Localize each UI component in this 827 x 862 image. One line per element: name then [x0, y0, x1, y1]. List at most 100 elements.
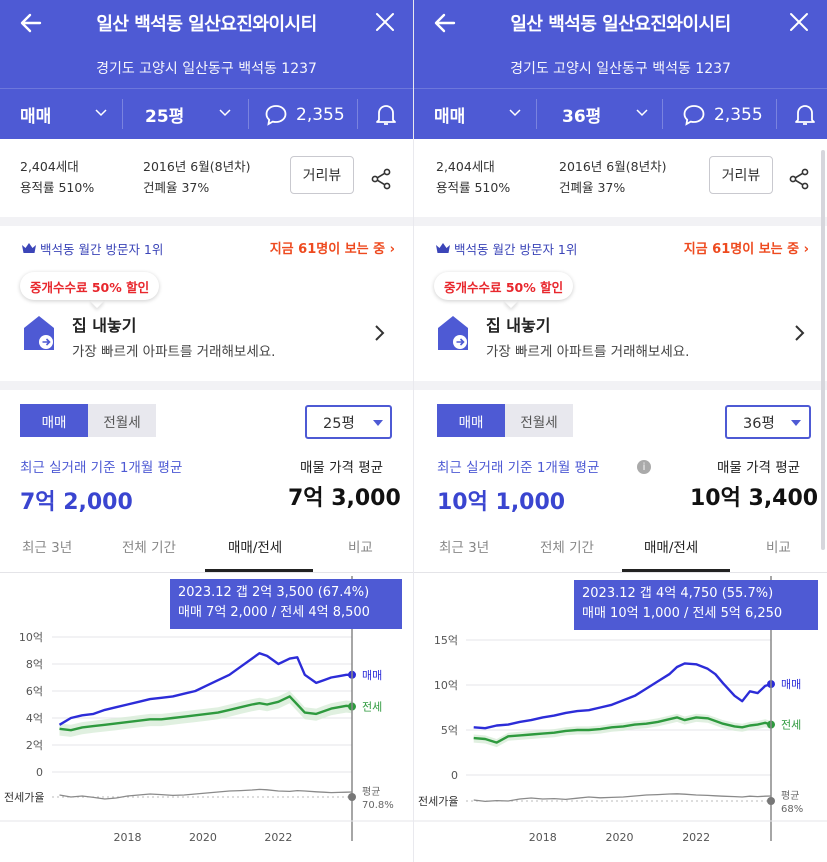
street-view-button[interactable]: 거리뷰: [709, 156, 773, 194]
avg-deal-label: 최근 실거래 기준 1개월 평균: [20, 460, 183, 476]
y-tick-label: 4억: [26, 712, 43, 725]
sell-home-card[interactable]: [0, 286, 413, 381]
header: 일산 백석동 일산요진와이시티 경기도 고양시 일산동구 백석동 1237 매매…: [0, 0, 413, 139]
ratio-average-value: 70.8%: [362, 800, 394, 811]
tab-compare[interactable]: 비교: [766, 540, 791, 556]
series-label: 매매: [781, 678, 801, 691]
speech-bubble-icon: [265, 104, 287, 126]
comments-count: 2,355: [296, 104, 345, 125]
built-date: 2016년 6월(8년차): [143, 159, 251, 174]
active-tab-indicator: [622, 569, 730, 572]
live-viewers-text: 지금 61명이 보는 중 ›: [269, 242, 395, 257]
tab-sale-jeonse[interactable]: 매매/전세: [228, 540, 283, 556]
comments-button[interactable]: 2,355: [682, 89, 767, 140]
size-label: 25평: [145, 107, 185, 127]
x-tick-label: 2020: [189, 831, 217, 844]
chevron-down-icon: [636, 109, 648, 117]
x-tick-label: 2022: [264, 831, 292, 844]
sell-home-card[interactable]: [414, 286, 827, 381]
segment-rent[interactable]: 전월세: [505, 404, 573, 437]
comments-button[interactable]: 2,355: [264, 89, 349, 140]
ratio-average-value: 68%: [781, 804, 803, 815]
back-arrow-icon[interactable]: [18, 8, 44, 38]
y-tick-label: 5억: [441, 724, 458, 737]
jeonse-price-line: [59, 695, 353, 732]
ratio-average-label: 평균: [362, 786, 380, 798]
listing-avg-label: 매물 가격 평균: [300, 460, 384, 476]
header: 일산 백석동 일산요진와이시티 경기도 고양시 일산동구 백석동 1237 매매…: [414, 0, 827, 139]
floor-area-ratio: 용적률 510%: [436, 180, 511, 195]
ratio-endpoint: [348, 793, 356, 801]
share-icon[interactable]: [370, 168, 392, 190]
y-tick-label: 2억: [26, 739, 43, 752]
jeonse-price-line: [473, 716, 772, 744]
tab-recent-3y[interactable]: 최근 3년: [22, 540, 73, 556]
discount-badge: 중개수수료 50% 할인: [20, 272, 160, 300]
chart-tooltip: 2023.12 갭 2억 3,500 (67.4%) 매매 7억 2,000 /…: [170, 579, 402, 629]
left-panel: 일산 백석동 일산요진와이시티 경기도 고양시 일산동구 백석동 1237 매매…: [0, 0, 413, 862]
ratio-endpoint: [767, 797, 775, 805]
x-tick-label: 2020: [605, 831, 633, 844]
tab-sale-jeonse[interactable]: 매매/전세: [644, 540, 699, 556]
y-tick-label: 15억: [434, 634, 458, 647]
page-title: 일산 백석동 일산요진와이시티: [510, 14, 731, 35]
divider: [662, 99, 663, 129]
chevron-down-icon: [219, 109, 231, 117]
tab-recent-3y[interactable]: 최근 3년: [439, 540, 490, 556]
trade-type-label: 매매: [434, 107, 466, 127]
trade-type-select[interactable]: 매매: [20, 89, 110, 140]
caret-down-icon: [373, 420, 383, 426]
coverage-ratio: 건폐율 37%: [143, 180, 210, 195]
close-icon[interactable]: [373, 10, 397, 34]
chevron-right-icon: [375, 325, 385, 341]
tab-all-period[interactable]: 전체 기간: [540, 540, 594, 556]
y-tick-label: 10억: [434, 679, 458, 692]
avg-deal-label: 최근 실거래 기준 1개월 평균: [437, 460, 600, 476]
tab-divider: [0, 572, 413, 573]
trade-segment: 매매 전월세: [20, 404, 156, 437]
x-tick-label: 2022: [682, 831, 710, 844]
close-icon[interactable]: [787, 10, 811, 34]
tooltip-line2: 매매 7억 2,000 / 전세 4억 8,500: [178, 605, 370, 620]
size-dropdown[interactable]: 25평: [305, 405, 392, 439]
bell-icon[interactable]: [794, 103, 816, 127]
jeonse-range-band: [473, 713, 771, 748]
size-select[interactable]: 25평: [145, 89, 240, 140]
tab-compare[interactable]: 비교: [348, 540, 373, 556]
size-select[interactable]: 36평: [562, 89, 657, 140]
size-dropdown-value: 36평: [743, 415, 775, 432]
address: 경기도 고양시 일산동구 백석동 1237: [96, 61, 317, 77]
segment-sale[interactable]: 매매: [437, 404, 505, 437]
x-tick-label: 2018: [529, 831, 557, 844]
ratio-label: 전세가율: [4, 791, 44, 804]
address: 경기도 고양시 일산동구 백석동 1237: [510, 61, 731, 77]
chevron-right-icon: [795, 325, 805, 341]
y-tick-label: 0: [36, 766, 43, 779]
divider: [357, 99, 358, 129]
back-arrow-icon[interactable]: [432, 8, 458, 38]
visitor-rank-text: 백석동 월간 방문자 1위: [40, 242, 164, 257]
households: 2,404세대: [20, 159, 79, 174]
sell-home-title: 집 내놓기: [486, 316, 551, 335]
segment-sale[interactable]: 매매: [20, 404, 88, 437]
scrollbar[interactable]: [821, 150, 825, 550]
street-view-button[interactable]: 거리뷰: [290, 156, 354, 194]
y-tick-label: 8억: [26, 658, 43, 671]
header-tabbar: 매매 25평 2,355: [0, 88, 413, 139]
size-dropdown[interactable]: 36평: [725, 405, 811, 439]
tab-all-period[interactable]: 전체 기간: [122, 540, 176, 556]
info-icon[interactable]: i: [637, 460, 651, 474]
series-label: 전세: [362, 701, 382, 714]
trade-type-select[interactable]: 매매: [434, 89, 524, 140]
share-icon[interactable]: [788, 168, 810, 190]
segment-rent[interactable]: 전월세: [88, 404, 156, 437]
chart-tooltip: 2023.12 갭 4억 4,750 (55.7%) 매매 10억 1,000 …: [574, 580, 818, 630]
avg-deal-price: 7억 2,000: [20, 490, 133, 515]
bell-icon[interactable]: [375, 103, 397, 127]
sell-home-title: 집 내놓기: [72, 316, 137, 335]
chevron-down-icon: [509, 109, 521, 117]
x-tick-label: 2018: [113, 831, 141, 844]
sell-home-subtitle: 가장 빠르게 아파트를 거래해보세요.: [72, 344, 276, 360]
